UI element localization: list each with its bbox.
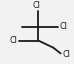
Text: Cl: Cl <box>10 36 18 45</box>
Text: Cl: Cl <box>32 1 40 10</box>
Text: Cl: Cl <box>59 22 67 31</box>
Text: Cl: Cl <box>62 50 70 59</box>
